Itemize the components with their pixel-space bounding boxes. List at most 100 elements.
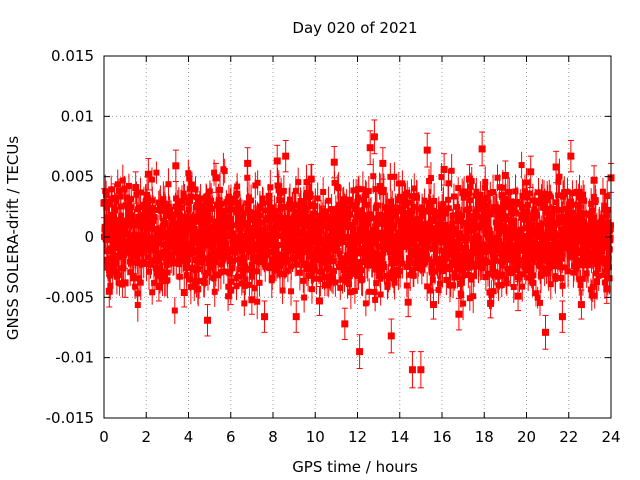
- data-point: [384, 205, 391, 212]
- data-point: [435, 286, 442, 293]
- data-point: [427, 175, 434, 182]
- data-point: [482, 178, 489, 185]
- data-point: [126, 207, 133, 214]
- data-point: [346, 196, 353, 203]
- data-point: [390, 225, 397, 232]
- data-point: [577, 209, 584, 216]
- data-point: [456, 234, 463, 241]
- data-point: [294, 231, 301, 238]
- data-point: [185, 206, 192, 213]
- data-point: [265, 199, 272, 206]
- data-point: [371, 289, 378, 296]
- data-point: [490, 288, 497, 295]
- data-point: [118, 223, 125, 230]
- data-point: [197, 195, 204, 202]
- data-point: [431, 197, 438, 204]
- data-point: [337, 284, 344, 291]
- data-point: [360, 196, 367, 203]
- data-point: [392, 238, 399, 245]
- data-point: [414, 235, 421, 242]
- data-point: [228, 278, 235, 285]
- data-point: [485, 270, 492, 277]
- data-point: [365, 217, 372, 224]
- data-point: [268, 209, 275, 216]
- data-point: [526, 245, 533, 252]
- data-point: [404, 298, 412, 306]
- data-point: [488, 291, 495, 298]
- data-point: [440, 200, 447, 207]
- data-point: [390, 274, 397, 281]
- data-point: [189, 250, 196, 257]
- data-point: [206, 234, 213, 241]
- data-point: [365, 188, 372, 195]
- data-point: [541, 270, 548, 277]
- data-point: [271, 264, 278, 271]
- data-point: [459, 268, 466, 275]
- data-point: [181, 194, 188, 201]
- data-point: [221, 253, 228, 260]
- data-point: [509, 226, 516, 233]
- data-point: [487, 211, 494, 218]
- data-point: [280, 187, 287, 194]
- data-point: [180, 190, 187, 197]
- data-point: [445, 180, 452, 187]
- data-point: [395, 246, 402, 253]
- data-point: [188, 193, 195, 200]
- data-point: [148, 222, 155, 229]
- data-point: [335, 185, 342, 192]
- data-point: [308, 286, 315, 293]
- data-point: [389, 268, 396, 275]
- data-point: [408, 193, 415, 200]
- data-point: [514, 292, 522, 300]
- data-point: [454, 204, 461, 211]
- data-point: [211, 221, 218, 228]
- data-point: [159, 271, 166, 278]
- data-point: [415, 206, 422, 213]
- data-point: [106, 267, 113, 274]
- data-point: [565, 213, 572, 220]
- data-point: [436, 220, 443, 227]
- data-point: [307, 192, 314, 199]
- data-point: [467, 197, 474, 204]
- data-point: [498, 282, 505, 289]
- data-point: [134, 301, 141, 308]
- data-point: [498, 216, 505, 223]
- data-point: [201, 279, 208, 286]
- data-point: [350, 224, 357, 231]
- data-point: [317, 275, 324, 282]
- data-point: [186, 175, 193, 182]
- data-point: [209, 205, 216, 212]
- data-point: [479, 265, 486, 272]
- data-point: [337, 260, 344, 267]
- data-point: [183, 217, 190, 224]
- data-point: [137, 279, 144, 286]
- data-point: [328, 206, 335, 213]
- data-point: [577, 282, 584, 289]
- data-point: [538, 271, 545, 278]
- data-point: [555, 178, 562, 185]
- data-point: [130, 272, 137, 279]
- data-point: [146, 268, 153, 275]
- data-point: [288, 288, 295, 295]
- data-point: [165, 204, 172, 211]
- data-point: [552, 163, 560, 171]
- data-point: [494, 174, 501, 181]
- data-point: [285, 248, 292, 255]
- data-point: [391, 279, 398, 286]
- data-point: [455, 185, 462, 192]
- data-point: [490, 189, 497, 196]
- data-point: [592, 246, 599, 253]
- data-point: [244, 159, 252, 167]
- data-point: [408, 366, 416, 374]
- data-point: [510, 283, 517, 290]
- data-point: [210, 275, 217, 282]
- data-point: [281, 271, 288, 278]
- data-point: [269, 274, 276, 281]
- data-point: [512, 188, 519, 195]
- data-point: [229, 258, 236, 265]
- data-point: [450, 193, 457, 200]
- data-point: [173, 195, 180, 202]
- data-point: [466, 295, 473, 302]
- data-point: [401, 227, 408, 234]
- data-point: [493, 204, 500, 211]
